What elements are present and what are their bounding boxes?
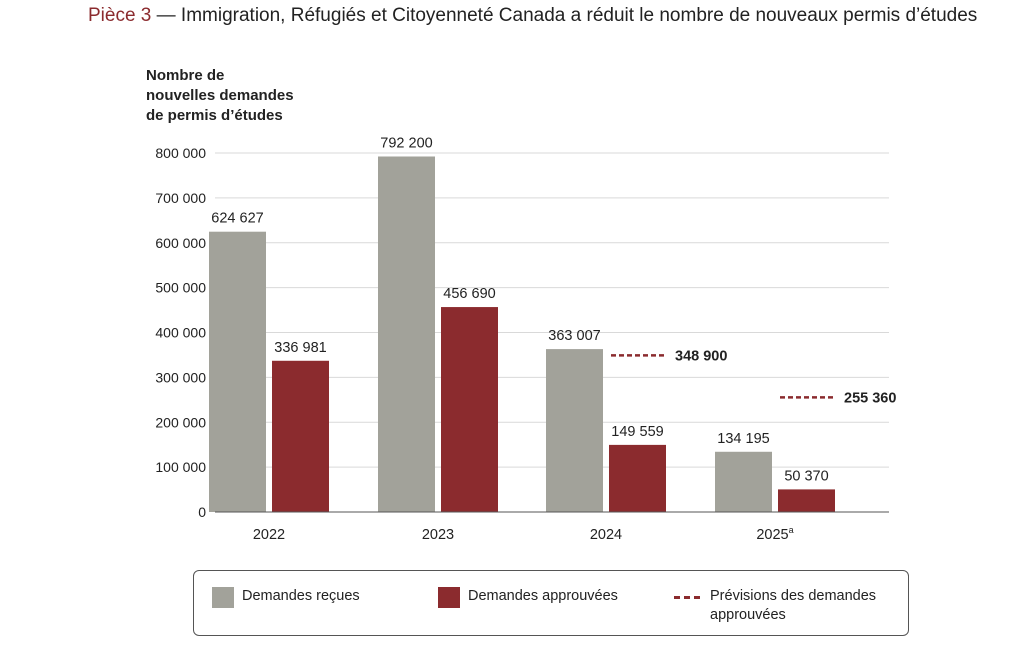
x-tick-label: 2025a — [756, 525, 793, 543]
y-axis-title: Nombre de nouvelles demandes de permis d… — [146, 66, 294, 126]
legend-label-received: Demandes reçues — [242, 588, 360, 604]
y-tick-label: 200 000 — [155, 414, 206, 430]
data-label-received: 624 627 — [211, 211, 263, 227]
data-label-received: 792 200 — [380, 136, 432, 152]
x-tick-superscript: a — [789, 525, 794, 535]
bar-approved — [609, 444, 666, 512]
y-tick-label: 300 000 — [155, 369, 206, 385]
y-axis-title-line: de permis d’études — [146, 107, 283, 124]
legend-label-forecast-line1: Prévisions des demandes — [710, 588, 877, 604]
y-tick-label: 800 000 — [155, 145, 206, 161]
y-axis-title-line: nouvelles demandes — [146, 87, 294, 104]
title-text: — Immigration, Réfugiés et Citoyenneté C… — [151, 5, 978, 26]
data-label-received: 134 195 — [717, 431, 769, 447]
y-tick-label: 700 000 — [155, 190, 206, 206]
x-tick-label: 2023 — [422, 527, 454, 543]
data-label-approved: 149 559 — [611, 424, 663, 440]
data-label-approved: 50 370 — [784, 468, 828, 484]
legend-swatch-approved — [438, 587, 460, 608]
legend-item-forecast: Prévisions des demandes approuvées — [674, 587, 876, 625]
legend-label-forecast-line2: approuvées — [710, 607, 786, 623]
y-tick-label: 0 — [198, 504, 206, 520]
legend-dash-forecast — [674, 596, 700, 599]
legend-label-approved: Demandes approuvées — [468, 588, 618, 604]
bar-chart: 0 100 000 200 000 300 000 400 000 500 000 600 … — [155, 136, 896, 543]
legend-item-received: Demandes reçues — [212, 587, 360, 608]
y-axis-title-line: Nombre de — [146, 67, 225, 84]
x-tick-label: 2024 — [590, 527, 622, 543]
x-tick-label: 2022 — [253, 527, 285, 543]
legend-item-approved: Demandes approuvées — [438, 587, 618, 608]
exhibit-number: Pièce 3 — [88, 5, 152, 26]
data-label-received: 363 007 — [548, 328, 600, 344]
legend-swatch-received — [212, 587, 234, 608]
bar-approved — [778, 489, 835, 512]
chart-title: Pièce 3 — Immigration, Réfugiés et Citoy… — [88, 4, 988, 27]
bar-received — [546, 349, 603, 512]
legend-label-forecast: Prévisions des demandes approuvées — [710, 587, 876, 625]
y-tick-label: 600 000 — [155, 235, 206, 251]
forecast-label: 255 360 — [844, 390, 896, 406]
data-label-approved: 336 981 — [274, 340, 326, 356]
bar-received — [378, 156, 435, 512]
bar-received — [715, 451, 772, 512]
data-label-approved: 456 690 — [443, 286, 495, 302]
y-tick-label: 100 000 — [155, 459, 206, 475]
y-tick-label: 500 000 — [155, 280, 206, 296]
y-tick-label: 400 000 — [155, 325, 206, 341]
bar-approved — [272, 360, 329, 512]
forecast-label: 348 900 — [675, 348, 727, 364]
bar-approved — [441, 307, 498, 512]
bar-received — [209, 231, 266, 512]
legend: Demandes reçues Demandes approuvées Prév… — [193, 570, 909, 636]
